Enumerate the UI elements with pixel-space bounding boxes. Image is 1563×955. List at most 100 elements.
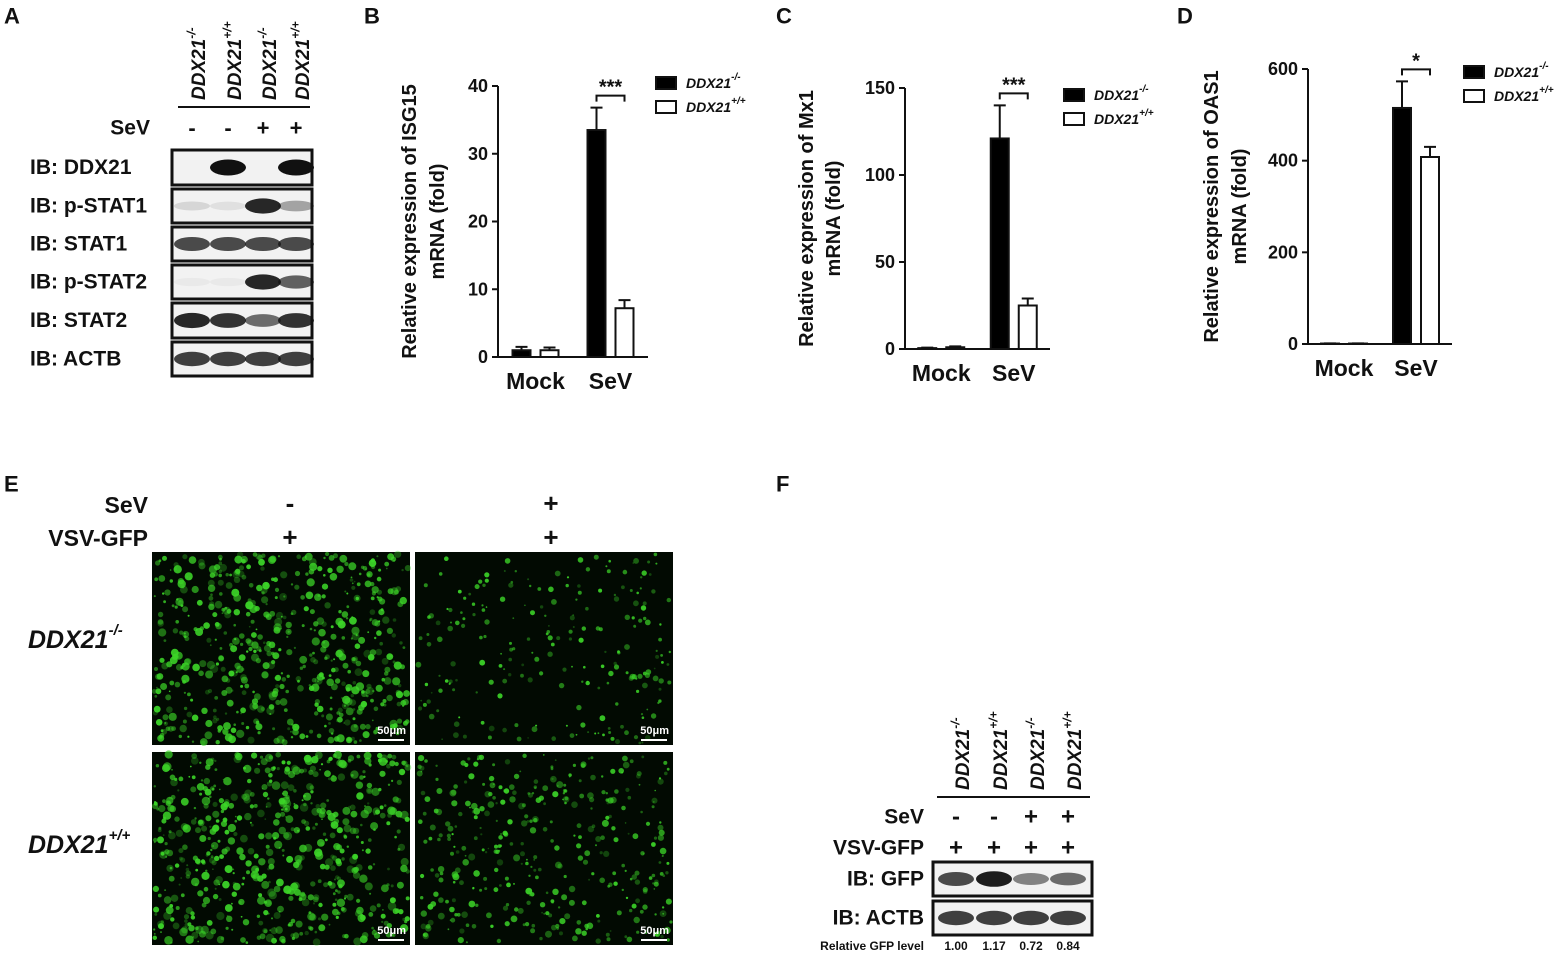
gfp-spot bbox=[162, 799, 166, 803]
gfp-spot bbox=[338, 610, 342, 614]
gfp-spot bbox=[182, 719, 187, 724]
gfp-spot bbox=[448, 682, 452, 685]
gfp-spot bbox=[627, 832, 630, 835]
legend-sup: -/- bbox=[731, 72, 741, 83]
gfp-spot bbox=[484, 810, 490, 817]
y-tick-label: 0 bbox=[478, 347, 488, 367]
gfp-spot bbox=[291, 881, 300, 891]
gfp-spot bbox=[642, 671, 647, 676]
gfp-spot bbox=[353, 937, 362, 946]
gfp-spot bbox=[526, 861, 528, 864]
gfp-spot bbox=[199, 835, 207, 842]
gfp-spot bbox=[392, 723, 398, 729]
gfp-spot bbox=[638, 741, 642, 745]
gfp-spot bbox=[268, 691, 276, 698]
gfp-spot bbox=[575, 598, 578, 601]
gfp-spot bbox=[206, 637, 212, 643]
gfp-spot bbox=[369, 892, 372, 895]
gfp-spot bbox=[648, 573, 652, 576]
gfp-spot bbox=[387, 588, 394, 595]
gfp-spot bbox=[386, 883, 390, 887]
y-axis-label: mRNA (fold) bbox=[427, 164, 449, 280]
gfp-spot bbox=[571, 665, 573, 668]
gfp-spot bbox=[364, 882, 373, 891]
gfp-spot bbox=[521, 820, 528, 827]
gfp-spot bbox=[191, 757, 199, 765]
legend-label: DDX21+/+ bbox=[1494, 85, 1554, 105]
gfp-spot bbox=[343, 722, 346, 724]
gfp-spot bbox=[331, 855, 338, 861]
gfp-spot bbox=[607, 727, 611, 730]
gfp-spot bbox=[563, 874, 567, 879]
gfp-spot bbox=[404, 916, 410, 922]
y-axis-label: mRNA (fold) bbox=[1229, 149, 1251, 265]
gfp-spot bbox=[246, 870, 250, 875]
gfp-spot bbox=[651, 842, 656, 847]
gfp-spot bbox=[155, 764, 160, 768]
gene-name: DDX21 bbox=[1065, 729, 1086, 790]
gfp-spot bbox=[244, 812, 252, 821]
gfp-spot bbox=[572, 626, 575, 628]
gfp-spot bbox=[283, 708, 288, 712]
gfp-spot bbox=[249, 821, 252, 824]
gfp-spot bbox=[168, 796, 172, 800]
gfp-spot bbox=[385, 567, 388, 570]
gfp-spot bbox=[622, 755, 628, 762]
gfp-spot bbox=[590, 756, 594, 760]
gfp-spot bbox=[164, 889, 167, 891]
gfp-spot bbox=[481, 604, 484, 607]
gfp-spot bbox=[391, 754, 397, 760]
gfp-spot bbox=[468, 900, 476, 908]
gfp-spot bbox=[194, 883, 198, 887]
gfp-spot bbox=[654, 913, 657, 916]
gfp-spot bbox=[268, 755, 273, 760]
gfp-spot bbox=[458, 811, 463, 817]
gfp-spot bbox=[641, 741, 644, 744]
gfp-spot bbox=[424, 796, 431, 802]
gfp-spot bbox=[562, 792, 566, 795]
gfp-spot bbox=[333, 658, 336, 661]
gfp-spot bbox=[485, 606, 488, 608]
gfp-spot bbox=[645, 669, 652, 675]
gfp-spot bbox=[224, 712, 228, 715]
gfp-spot bbox=[370, 596, 375, 601]
gfp-spot bbox=[291, 764, 299, 773]
scale-bar-label: 50μm bbox=[377, 725, 406, 737]
gfp-spot bbox=[587, 825, 595, 833]
gfp-spot bbox=[351, 657, 358, 664]
gfp-spot bbox=[255, 723, 263, 731]
gfp-spot bbox=[593, 554, 599, 560]
gfp-spot bbox=[355, 682, 365, 691]
gfp-spot bbox=[661, 855, 664, 857]
gfp-spot bbox=[273, 737, 280, 745]
gfp-spot bbox=[201, 825, 208, 832]
gfp-spot bbox=[500, 832, 503, 836]
gfp-spot bbox=[566, 576, 570, 579]
gfp-spot bbox=[472, 887, 475, 890]
gfp-spot bbox=[279, 935, 286, 943]
gfp-spot bbox=[174, 605, 178, 609]
gfp-spot bbox=[666, 938, 670, 942]
gfp-spot bbox=[221, 848, 228, 855]
gfp-spot bbox=[344, 590, 347, 593]
gfp-spot bbox=[585, 680, 590, 686]
gfp-spot bbox=[191, 753, 198, 759]
gfp-spot bbox=[258, 920, 264, 926]
gfp-spot bbox=[578, 835, 582, 839]
legend-label: DDX21+/+ bbox=[1094, 108, 1154, 128]
gfp-spot bbox=[154, 577, 159, 582]
gfp-spot bbox=[483, 876, 488, 881]
gfp-spot bbox=[337, 707, 343, 713]
gfp-spot bbox=[471, 602, 476, 606]
gfp-spot bbox=[529, 827, 537, 834]
gfp-spot bbox=[256, 584, 263, 592]
gfp-spot bbox=[563, 783, 567, 787]
gfp-spot bbox=[257, 634, 263, 640]
sample-label: DDX21-/- bbox=[184, 27, 209, 100]
gfp-spot bbox=[425, 925, 432, 932]
gfp-spot bbox=[299, 931, 304, 936]
gfp-spot bbox=[465, 941, 468, 944]
gfp-spot bbox=[514, 723, 519, 728]
gfp-spot bbox=[221, 607, 226, 612]
gfp-spot bbox=[376, 555, 379, 558]
